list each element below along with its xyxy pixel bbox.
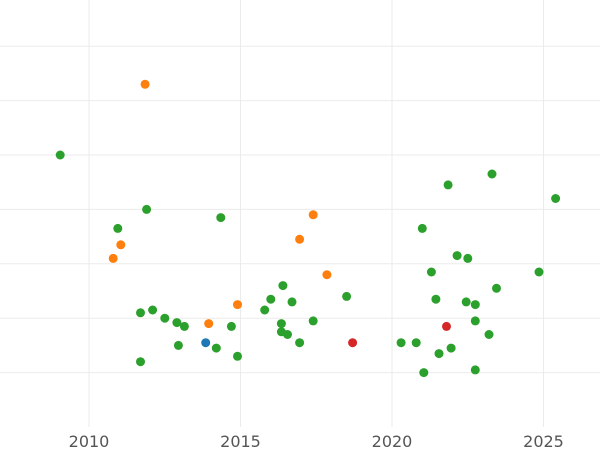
data-point-s0-25 xyxy=(411,338,421,348)
data-point-s0-26 xyxy=(419,368,429,378)
data-point-s1-5 xyxy=(295,234,305,244)
data-point-s0-38 xyxy=(470,365,480,375)
data-point-s0-42 xyxy=(534,267,544,277)
data-point-s0-10 xyxy=(216,213,226,223)
data-point-s0-31 xyxy=(443,180,453,190)
data-point-s0-8 xyxy=(172,318,182,328)
data-point-s0-19 xyxy=(283,330,292,339)
data-point-s0-43 xyxy=(551,194,561,203)
data-point-s0-22 xyxy=(308,316,318,326)
data-point-s0-12 xyxy=(211,343,221,353)
data-point-s0-23 xyxy=(342,291,352,301)
data-point-s0-27 xyxy=(417,223,427,233)
data-point-s0-33 xyxy=(452,251,462,261)
data-point-s0-0 xyxy=(55,150,65,160)
data-point-s0-32 xyxy=(446,343,456,353)
data-point-s1-2 xyxy=(140,79,150,89)
data-point-s0-15 xyxy=(266,294,276,304)
x-tick-label-1: 2015 xyxy=(220,432,261,450)
data-point-s0-4 xyxy=(148,305,158,315)
x-tick-label-2: 2020 xyxy=(372,432,413,450)
data-point-s0-3 xyxy=(136,308,145,318)
data-point-s0-11 xyxy=(226,321,236,331)
data-point-s1-6 xyxy=(308,210,318,220)
data-point-s1-1 xyxy=(116,240,126,250)
data-point-s0-21 xyxy=(295,338,305,348)
data-point-s1-0 xyxy=(108,253,118,263)
data-point-s0-37 xyxy=(470,300,480,310)
data-point-s1-7 xyxy=(322,270,332,280)
data-point-s0-39 xyxy=(484,330,494,339)
data-point-s0-16 xyxy=(278,281,288,291)
data-point-s0-20 xyxy=(287,297,297,307)
data-point-s1-3 xyxy=(204,319,214,329)
data-point-s0-40 xyxy=(487,169,497,179)
data-point-s0-41 xyxy=(492,283,501,293)
x-tick-labels: 2010 2015 2020 2025 xyxy=(69,432,564,450)
x-tick-label-3: 2025 xyxy=(523,432,564,450)
data-point-s2-0 xyxy=(201,338,211,348)
data-point-s0-29 xyxy=(431,294,441,304)
data-point-s0-14 xyxy=(260,305,270,315)
data-point-s0-36 xyxy=(470,316,480,326)
data-point-s1-4 xyxy=(233,300,242,310)
data-point-s0-30 xyxy=(434,349,444,359)
data-point-s3-0 xyxy=(348,338,358,348)
data-point-s0-2 xyxy=(142,204,152,214)
points-layer xyxy=(55,79,561,378)
data-point-s0-34 xyxy=(461,297,471,307)
data-point-s0-7 xyxy=(179,321,189,331)
data-point-s3-1 xyxy=(442,321,451,331)
data-point-s0-13 xyxy=(233,351,242,361)
data-point-s0-9 xyxy=(136,357,145,367)
grid-layer xyxy=(0,0,600,427)
data-point-s0-5 xyxy=(160,313,170,323)
x-tick-label-0: 2010 xyxy=(69,432,110,450)
data-point-s0-1 xyxy=(113,223,123,233)
data-point-s0-35 xyxy=(463,253,473,263)
data-point-s0-28 xyxy=(426,267,436,277)
data-point-s0-6 xyxy=(173,340,183,350)
data-point-s0-17 xyxy=(276,319,286,329)
data-point-s0-24 xyxy=(396,338,406,348)
